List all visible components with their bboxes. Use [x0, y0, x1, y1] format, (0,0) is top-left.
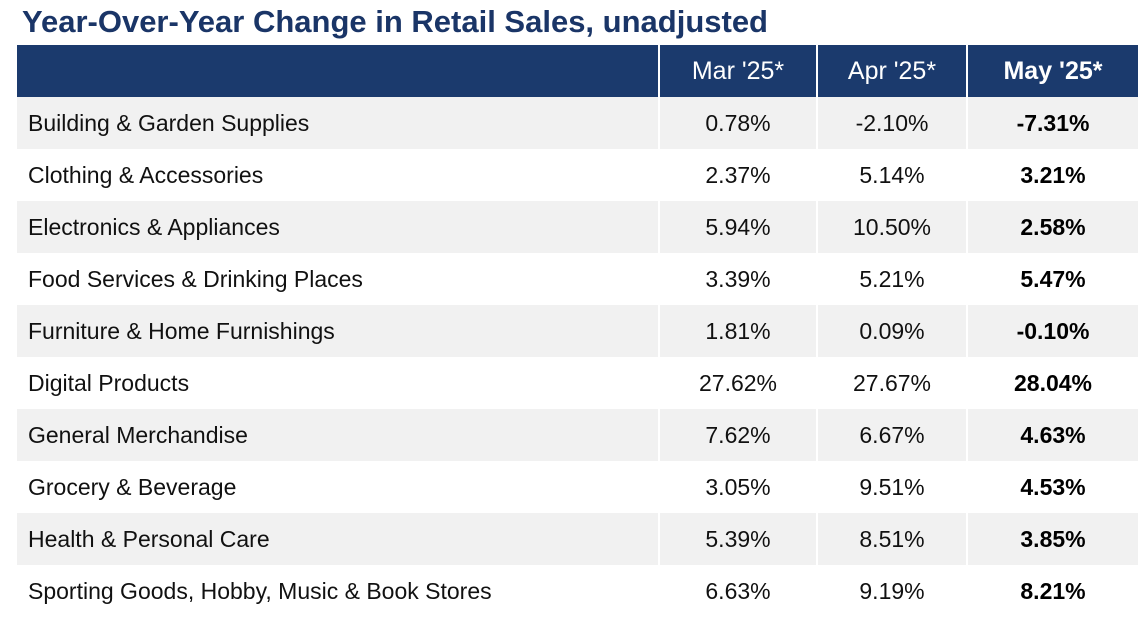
row-may-value: 2.58%: [1020, 213, 1086, 240]
row-apr-value: 8.51%: [817, 513, 968, 565]
column-header-may: May '25*: [1003, 56, 1103, 85]
row-category: Building & Garden Supplies: [17, 97, 660, 149]
column-header-mar: Mar '25*: [659, 45, 818, 97]
row-may-value: -7.31%: [1016, 109, 1090, 136]
row-apr-value: 0.09%: [817, 305, 968, 357]
row-category: Health & Personal Care: [17, 513, 660, 565]
row-mar-value: 2.37%: [659, 149, 818, 201]
row-may-value: 3.85%: [1020, 525, 1086, 552]
row-mar-value: 27.62%: [659, 357, 818, 409]
row-apr-value: -2.10%: [817, 97, 968, 149]
row-category: General Merchandise: [17, 409, 660, 461]
table-row: Clothing & Accessories 2.37% 5.14% 3.21%: [17, 149, 1138, 201]
row-mar-value: 3.39%: [659, 253, 818, 305]
row-mar-value: 5.39%: [659, 513, 818, 565]
table-row: Sporting Goods, Hobby, Music & Book Stor…: [17, 565, 1138, 617]
row-may-value: 28.04%: [1013, 369, 1092, 396]
row-category: Sporting Goods, Hobby, Music & Book Stor…: [17, 565, 660, 617]
row-may-value: 3.21%: [1020, 161, 1086, 188]
row-apr-value: 6.67%: [817, 409, 968, 461]
row-apr-value: 10.50%: [817, 201, 968, 253]
retail-sales-table: Mar '25* Apr '25* May '25* Building & Ga…: [17, 45, 1138, 617]
table-row: Furniture & Home Furnishings 1.81% 0.09%…: [17, 305, 1138, 357]
row-apr-value: 5.21%: [817, 253, 968, 305]
row-mar-value: 1.81%: [659, 305, 818, 357]
table-row: Electronics & Appliances 5.94% 10.50% 2.…: [17, 201, 1138, 253]
row-category: Furniture & Home Furnishings: [17, 305, 660, 357]
row-category: Grocery & Beverage: [17, 461, 660, 513]
row-may-value: 4.53%: [1020, 473, 1086, 500]
column-header-apr: Apr '25*: [817, 45, 968, 97]
page-title: Year-Over-Year Change in Retail Sales, u…: [22, 4, 768, 39]
column-header-category: [17, 45, 660, 97]
header-row: Mar '25* Apr '25* May '25*: [17, 45, 1138, 97]
row-may-value: 8.21%: [1020, 577, 1086, 604]
row-mar-value: 5.94%: [659, 201, 818, 253]
row-mar-value: 6.63%: [659, 565, 818, 617]
row-category: Food Services & Drinking Places: [17, 253, 660, 305]
table-row: Food Services & Drinking Places 3.39% 5.…: [17, 253, 1138, 305]
row-mar-value: 3.05%: [659, 461, 818, 513]
row-apr-value: 9.19%: [817, 565, 968, 617]
row-may-value: 5.47%: [1020, 265, 1086, 292]
row-category: Clothing & Accessories: [17, 149, 660, 201]
row-category: Digital Products: [17, 357, 660, 409]
table-row: Digital Products 27.62% 27.67% 28.04%: [17, 357, 1138, 409]
table-row: General Merchandise 7.62% 6.67% 4.63%: [17, 409, 1138, 461]
table-row: Health & Personal Care 5.39% 8.51% 3.85%: [17, 513, 1138, 565]
row-apr-value: 5.14%: [817, 149, 968, 201]
table-body: Building & Garden Supplies 0.78% -2.10% …: [17, 97, 1138, 617]
row-category: Electronics & Appliances: [17, 201, 660, 253]
row-apr-value: 9.51%: [817, 461, 968, 513]
table-header: Mar '25* Apr '25* May '25*: [17, 45, 1138, 97]
row-may-value: 4.63%: [1020, 421, 1086, 448]
table-row: Building & Garden Supplies 0.78% -2.10% …: [17, 97, 1138, 149]
row-mar-value: 0.78%: [659, 97, 818, 149]
row-may-value: -0.10%: [1016, 317, 1090, 344]
row-apr-value: 27.67%: [817, 357, 968, 409]
table-row: Grocery & Beverage 3.05% 9.51% 4.53%: [17, 461, 1138, 513]
row-mar-value: 7.62%: [659, 409, 818, 461]
